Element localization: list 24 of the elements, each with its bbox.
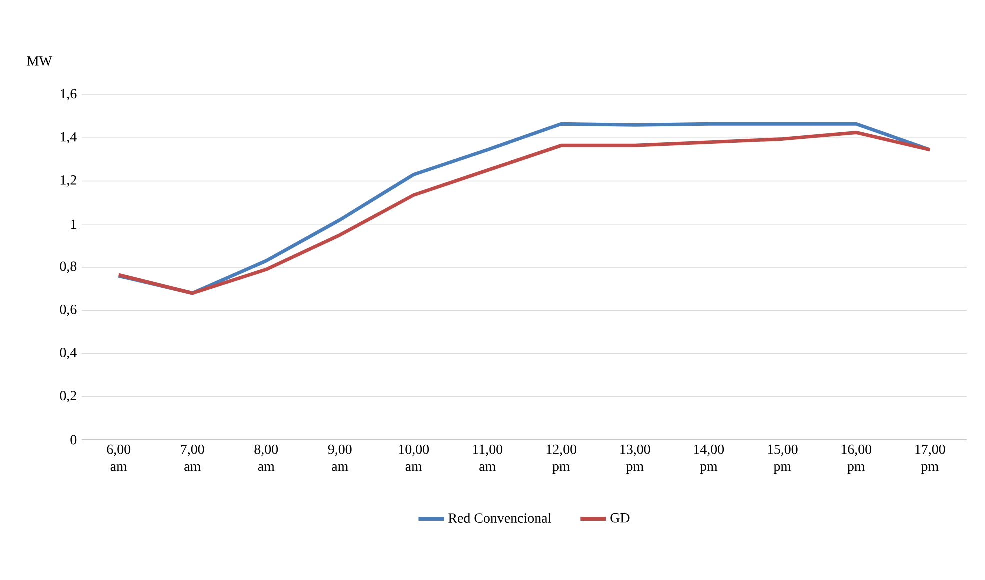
y-tick-label: 0,6 bbox=[60, 304, 77, 316]
y-tick-label: 0,8 bbox=[60, 262, 77, 274]
x-tick-label: 15,00 pm bbox=[768, 444, 798, 474]
y-tick-label: 0 bbox=[70, 435, 77, 445]
y-axis-title: MW bbox=[27, 56, 52, 66]
x-tick-label: 10,00 am bbox=[399, 444, 430, 472]
x-tick-label: 13,00 pm bbox=[620, 444, 650, 474]
y-tick-label: 0,4 bbox=[60, 348, 77, 360]
x-tick-label: 6,00 am bbox=[107, 444, 131, 472]
x-tick-label: 12,00 pm bbox=[546, 444, 577, 474]
x-tick-label: 8,00 am bbox=[254, 444, 278, 472]
y-tick-label: 0,2 bbox=[60, 391, 76, 403]
y-tick-label: 1,6 bbox=[60, 89, 77, 101]
y-tick-label: 1,4 bbox=[60, 132, 77, 144]
x-tick-label: 17,00 pm bbox=[916, 444, 946, 474]
y-tick-label: 1 bbox=[71, 220, 76, 229]
y-tick-label: 1,2 bbox=[60, 176, 76, 187]
legend-label: Red Convencional bbox=[448, 513, 552, 523]
x-tick-label: 14,00 pm bbox=[694, 444, 724, 474]
x-tick-label: 11,00 am bbox=[473, 444, 503, 472]
x-tick-label: 7,00 am bbox=[181, 444, 204, 472]
x-tick-label: 9,00 am bbox=[328, 444, 352, 472]
x-tick-label: 16,00 pm bbox=[842, 444, 872, 474]
legend-label: GD bbox=[610, 513, 630, 523]
